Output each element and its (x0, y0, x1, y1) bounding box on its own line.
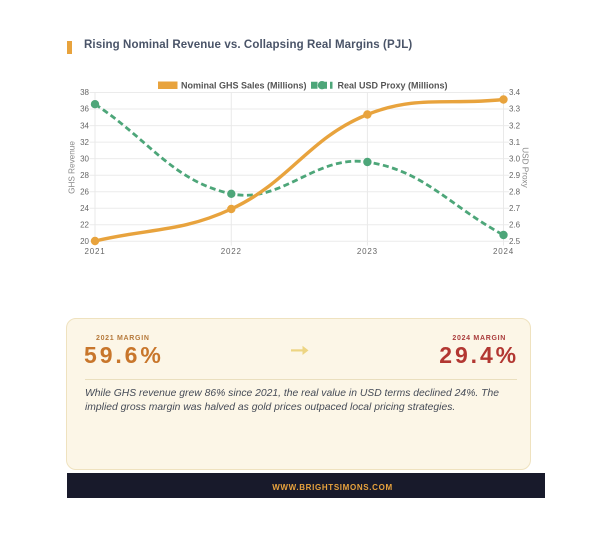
svg-text:3.1: 3.1 (509, 138, 521, 147)
svg-text:30: 30 (80, 154, 89, 163)
svg-text:3.3: 3.3 (509, 105, 521, 114)
svg-text:36: 36 (80, 105, 89, 114)
svg-text:3.0: 3.0 (509, 154, 521, 163)
svg-text:32: 32 (80, 138, 89, 147)
svg-text:2.9: 2.9 (509, 171, 521, 180)
svg-text:Real USD Proxy (Millions): Real USD Proxy (Millions) (338, 80, 448, 90)
svg-text:2024: 2024 (493, 247, 514, 256)
svg-text:2021: 2021 (85, 247, 106, 256)
svg-text:24: 24 (80, 204, 89, 213)
svg-text:2022: 2022 (221, 247, 242, 256)
svg-text:38: 38 (80, 88, 89, 97)
svg-text:20: 20 (80, 237, 89, 246)
svg-text:34: 34 (80, 121, 89, 130)
svg-text:2023: 2023 (357, 247, 378, 256)
svg-text:28: 28 (80, 171, 89, 180)
svg-text:3.4: 3.4 (509, 88, 521, 97)
svg-text:2.5: 2.5 (509, 237, 521, 246)
svg-text:22: 22 (80, 221, 89, 230)
svg-text:3.2: 3.2 (509, 121, 521, 130)
svg-text:2.6: 2.6 (509, 221, 521, 230)
svg-text:Nominal GHS Sales (Millions): Nominal GHS Sales (Millions) (181, 80, 307, 90)
svg-text:2.8: 2.8 (509, 187, 521, 196)
svg-text:USD Proxy: USD Proxy (521, 147, 530, 188)
svg-text:26: 26 (80, 187, 89, 196)
svg-text:2.7: 2.7 (509, 204, 521, 213)
svg-text:GHS Revenue: GHS Revenue (68, 141, 77, 194)
